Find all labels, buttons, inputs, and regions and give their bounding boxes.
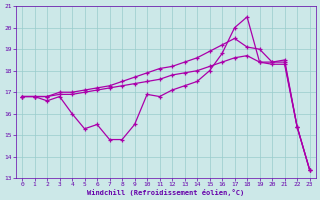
X-axis label: Windchill (Refroidissement éolien,°C): Windchill (Refroidissement éolien,°C)	[87, 189, 244, 196]
